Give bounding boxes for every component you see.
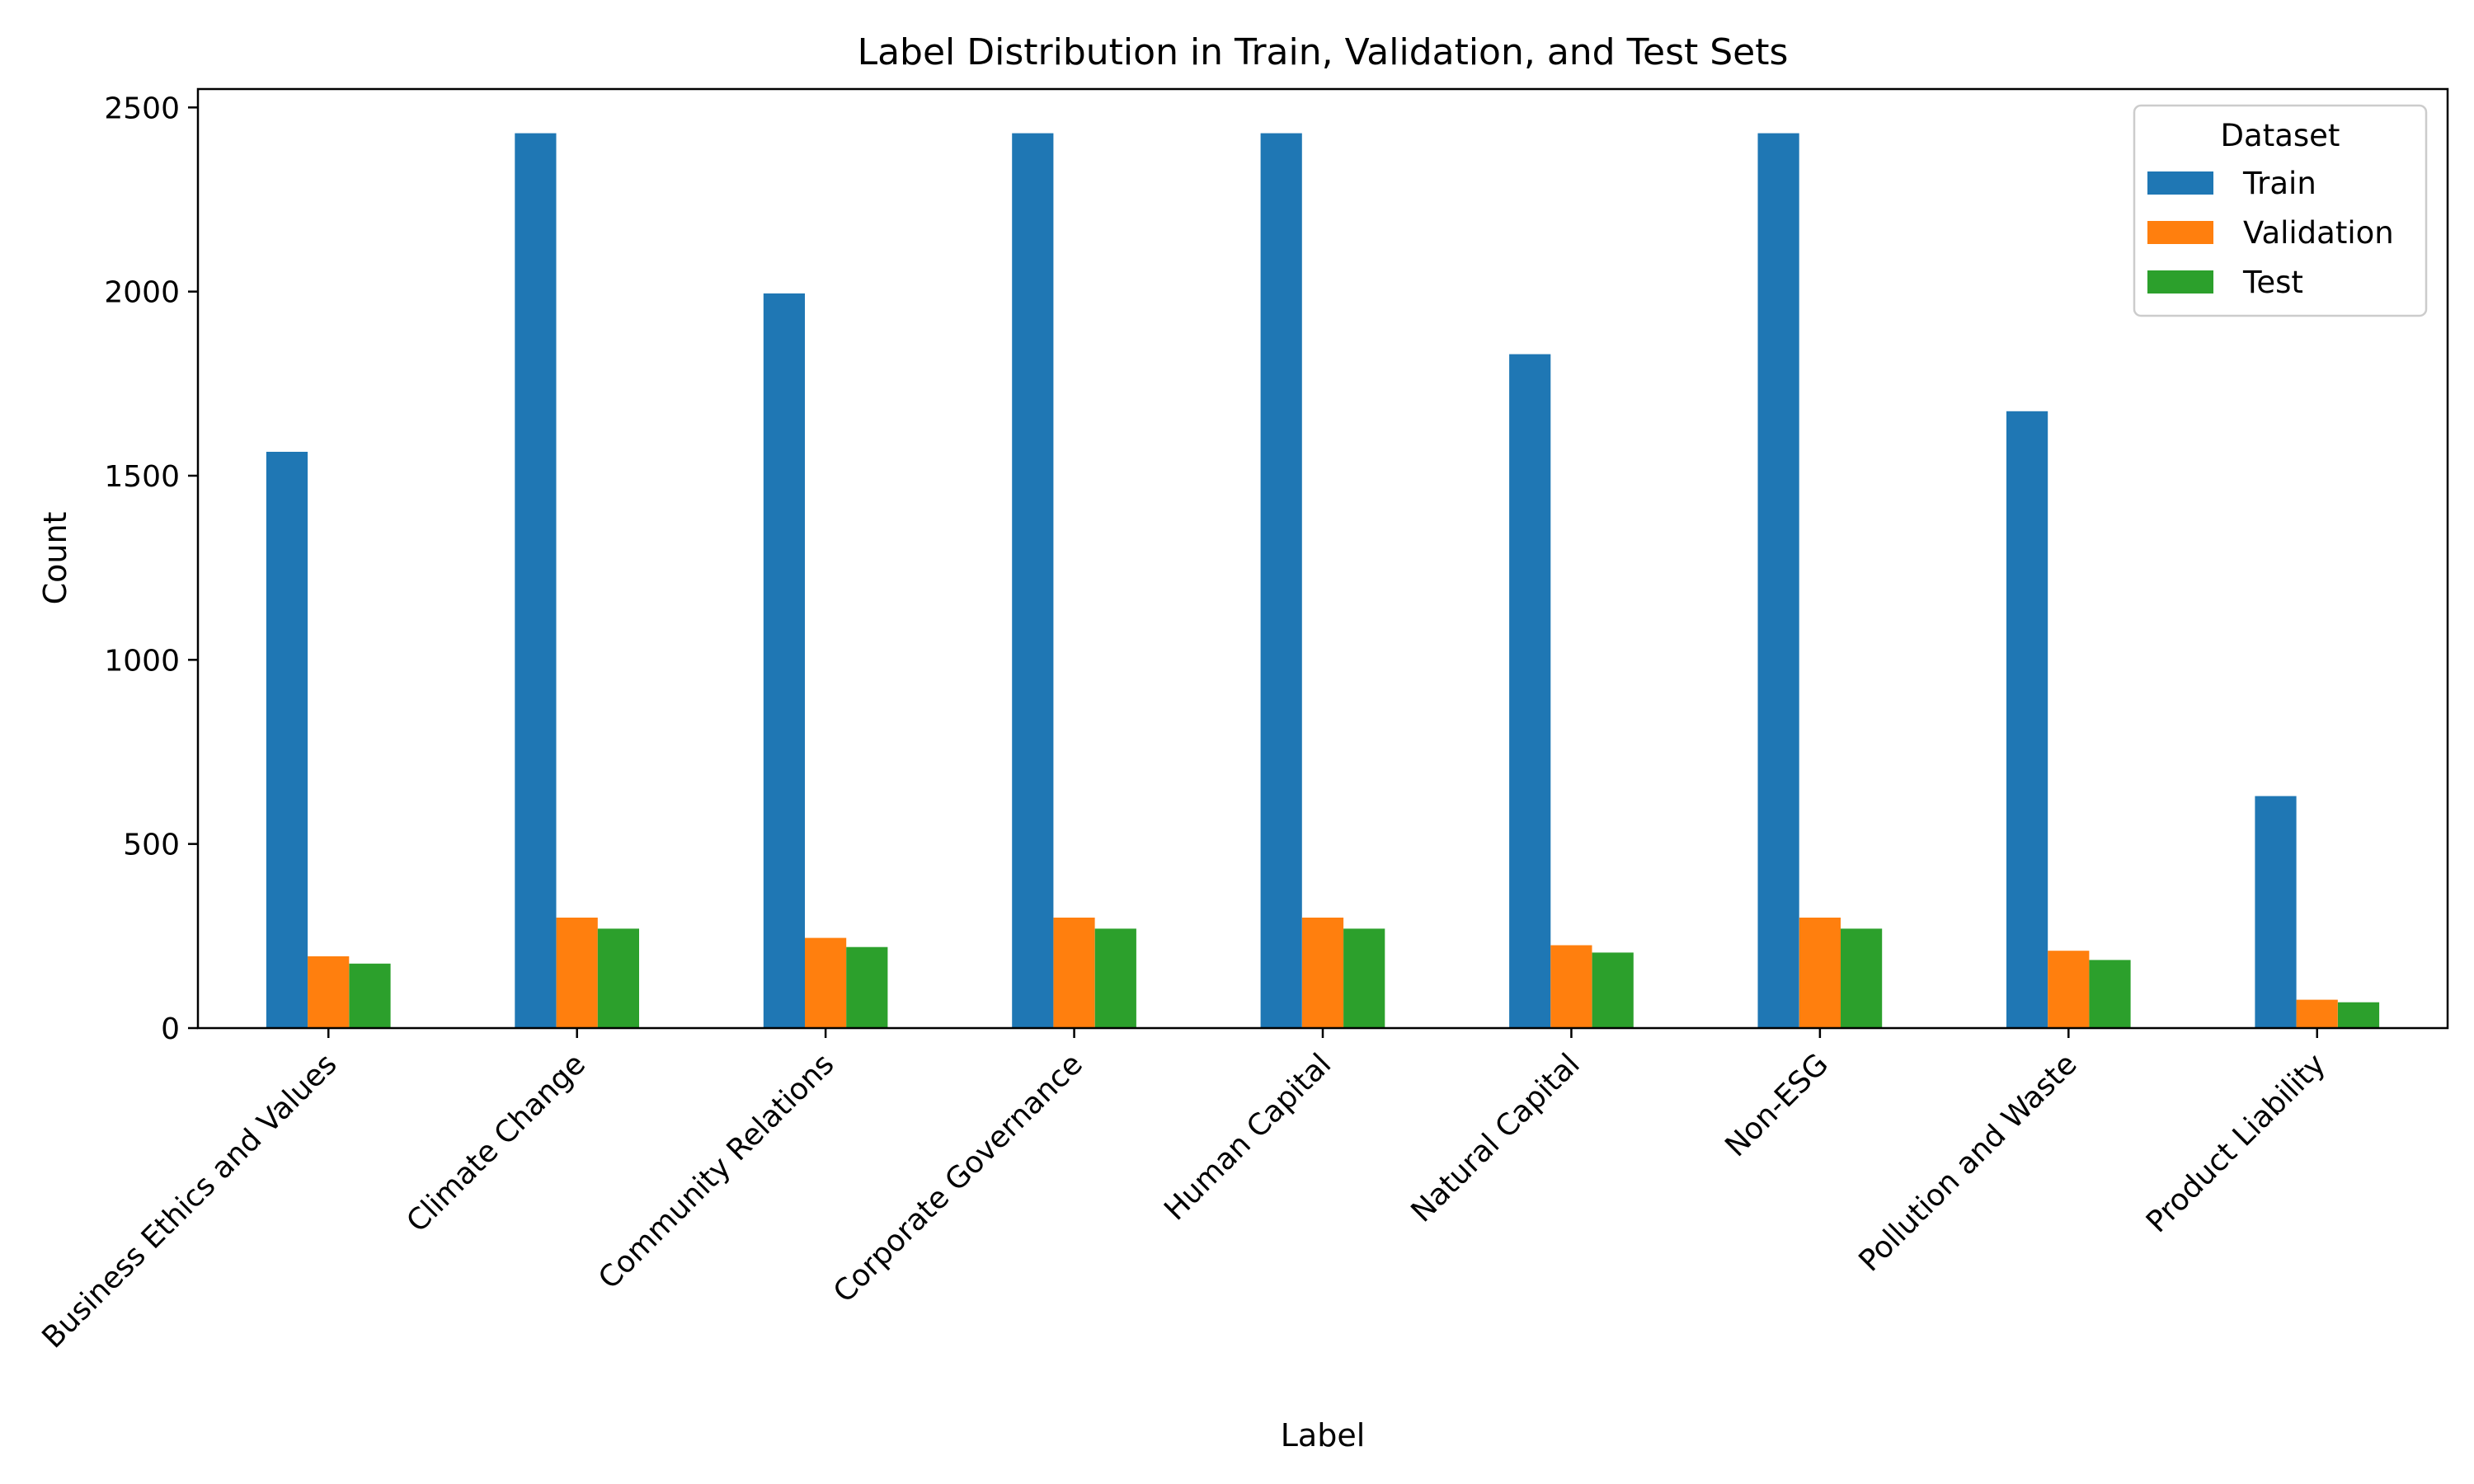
bar-test-2: [846, 946, 888, 1028]
bar-test-5: [1592, 952, 1634, 1028]
y-axis-label: Count: [37, 512, 73, 605]
bar-train-6: [1757, 133, 1799, 1029]
y-axis: 0 500 1000 1500 2000 2500: [104, 92, 198, 1046]
bar-validation-8: [2296, 999, 2338, 1028]
bar-validation-3: [1053, 918, 1095, 1028]
legend-label-validation: Validation: [2243, 215, 2394, 251]
legend-swatch-validation: [2147, 221, 2213, 244]
bar-validation-5: [1550, 945, 1592, 1028]
bar-validation-7: [2048, 951, 2090, 1028]
bar-validation-4: [1301, 918, 1344, 1028]
bar-test-7: [2089, 960, 2131, 1028]
legend-label-test: Test: [2242, 265, 2303, 300]
legend-items: Train Validation Test: [2147, 166, 2394, 300]
bar-test-4: [1343, 928, 1385, 1028]
legend-label-train: Train: [2242, 166, 2316, 201]
bars-layer: [266, 133, 2380, 1029]
legend: Dataset Train Validation Test: [2133, 104, 2428, 317]
bar-validation-0: [308, 956, 350, 1028]
bar-train-4: [1260, 133, 1302, 1029]
bar-test-3: [1094, 928, 1136, 1028]
bar-train-2: [763, 293, 805, 1028]
bar-validation-2: [805, 937, 847, 1028]
y-tick-label: 0: [161, 1012, 180, 1046]
bar-train-0: [266, 452, 308, 1028]
x-axis-label: Label: [1281, 1417, 1366, 1453]
bar-train-3: [1012, 133, 1054, 1029]
legend-swatch-train: [2147, 171, 2213, 195]
bar-test-6: [1841, 928, 1883, 1028]
y-tick-label: 2000: [104, 276, 180, 310]
bar-train-1: [515, 133, 557, 1029]
bar-test-1: [597, 928, 639, 1028]
y-tick-label: 2500: [104, 92, 180, 125]
chart-title: Label Distribution in Train, Validation,…: [858, 31, 1789, 73]
bar-validation-1: [556, 918, 598, 1028]
bar-test-0: [349, 963, 391, 1028]
legend-swatch-test: [2147, 270, 2213, 294]
legend-title: Dataset: [2221, 118, 2340, 153]
bar-validation-6: [1799, 918, 1841, 1028]
bar-train-5: [1509, 354, 1551, 1029]
y-tick-label: 1000: [104, 644, 180, 678]
y-tick-label: 500: [123, 829, 180, 862]
plot-frame: [196, 87, 2449, 1030]
y-tick-label: 1500: [104, 460, 180, 494]
bar-test-8: [2337, 1002, 2380, 1028]
bar-train-8: [2255, 796, 2297, 1028]
legend-box: [2133, 104, 2428, 317]
bar-train-7: [2006, 411, 2048, 1028]
